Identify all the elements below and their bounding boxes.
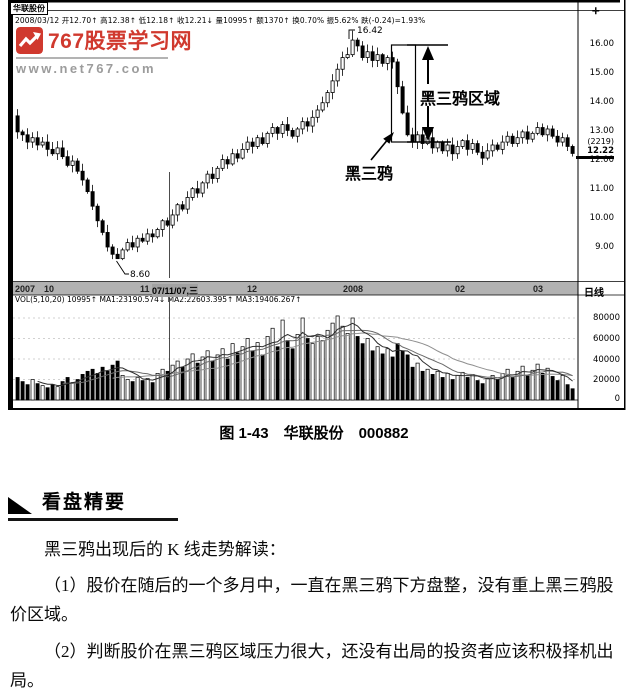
volume-tick-label: 0 <box>614 394 620 404</box>
stock-name-tab: 华联股份 <box>10 2 48 15</box>
time-axis-label: 12 <box>247 284 258 294</box>
section-heading: 看盘精要 <box>42 492 127 513</box>
price-tick-label: 12.00 <box>589 155 614 166</box>
watermark-logo: 767股票学习网 www.net767.com <box>16 25 192 76</box>
price-tick-label: 13.00 <box>589 125 614 136</box>
price-tick-label: 15.00 <box>589 67 614 78</box>
cursor-cross-icon: ✛ <box>592 6 600 16</box>
period-label: 日线 <box>584 288 604 299</box>
three-crows-area-label: 黑三鸦区域 <box>420 91 501 108</box>
time-axis-label: 2007 <box>15 284 36 294</box>
chart-arrow-icon <box>16 26 43 54</box>
time-axis-label: 07/11/07,三 <box>152 284 199 297</box>
candlestick-chart <box>8 0 626 410</box>
volume-tick-label: 80000 <box>592 313 620 323</box>
section-triangle-icon <box>8 497 32 514</box>
volume-tick-label: 20000 <box>592 375 620 385</box>
volume-tick-label: 40000 <box>592 355 620 365</box>
ohlc-info-line: 2008/03/12 开12.70↑ 高12.38↑ 低12.18↑ 收12.2… <box>15 16 426 25</box>
section-underline <box>8 518 178 521</box>
stock-chart-figure: 华联股份 2008/03/12 开12.70↑ 高12.38↑ 低12.18↑ … <box>8 0 626 410</box>
intro-paragraph: 黑三鸦出现后的 K 线走势解读： <box>44 540 286 559</box>
price-tick-label: 16.00 <box>589 38 614 49</box>
time-axis-label: 03 <box>533 284 544 294</box>
paragraph-2: （2）判断股价在黑三鸦区域压力很大，还没有出局的投资者应该积极择机出局。 <box>10 641 614 690</box>
site-url: www.net767.com <box>16 61 156 76</box>
time-axis-label: 10 <box>44 284 55 294</box>
figure-caption: 图 1-43 华联股份 000882 <box>219 425 409 442</box>
volume-tick-label: 60000 <box>592 334 620 344</box>
low-price-annotation: 8.60 <box>130 270 151 280</box>
price-tick-label: 10.00 <box>589 213 614 224</box>
time-axis-label: 2008 <box>343 284 364 294</box>
price-tick-label: 11.00 <box>589 184 614 195</box>
time-axis-label: 02 <box>455 284 466 294</box>
reading-essentials-section: 看盘精要 黑三鸦出现后的 K 线走势解读： （1）股价在随后的一个多月中，一直在… <box>8 487 616 695</box>
volume-indicator-line: VOL(5,10,20) 10995↑ MA1:23190.574↓ MA2:2… <box>15 295 302 304</box>
price-tick-label: 14.00 <box>589 96 614 107</box>
three-crows-label: 黑三鸦 <box>345 166 394 183</box>
paragraph-1: （1）股价在随后的一个多月中，一直在黑三鸦下方盘整，没有重上黑三鸦股价区域。 <box>10 576 614 625</box>
logo-divider <box>16 57 168 59</box>
current-price-aux-label: (2219) <box>587 137 614 146</box>
peak-price-annotation: 16.42 <box>357 26 383 36</box>
price-tick-label: 9.00 <box>595 242 614 253</box>
time-axis-label: 11 <box>140 284 150 294</box>
site-name: 767股票学习网 <box>48 30 193 53</box>
current-price-label: 12.22 <box>576 146 614 159</box>
